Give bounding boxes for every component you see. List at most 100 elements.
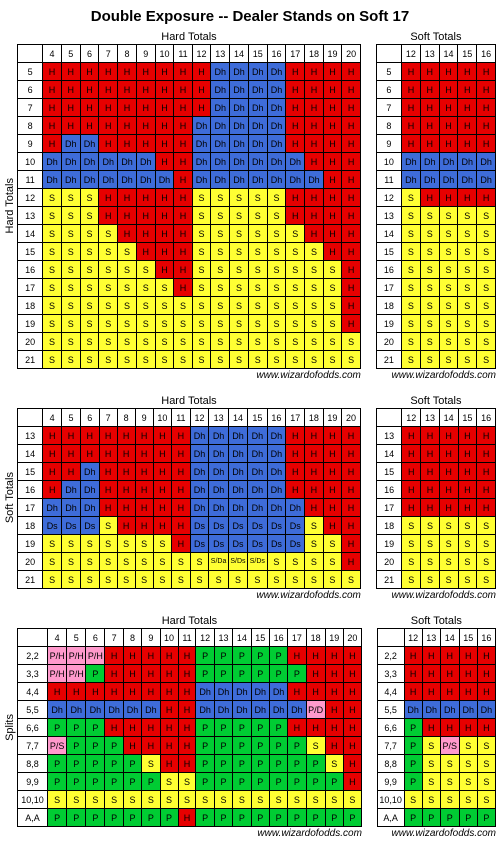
sec1-hard-col-hdr: 17 (286, 409, 305, 427)
sec1-soft-cell: S (421, 535, 440, 553)
sec0-hard-cell: H (99, 81, 118, 99)
sec2-soft-cell: P (404, 719, 422, 737)
sec2-hard-cell: P (105, 773, 123, 791)
sec2-soft-cell: P (422, 809, 440, 827)
sec0-soft-col-hdr: 16 (477, 45, 496, 63)
sec2-soft-row: 10,10SSSSS (377, 791, 495, 809)
sec1-hard-cell: H (153, 445, 172, 463)
sec2-hard-cell: S (142, 755, 160, 773)
sec2-soft-cell: S (440, 791, 459, 809)
sec2-hard-cell: P (67, 809, 86, 827)
sec2-hard-cell: P (214, 647, 232, 665)
sec0-hard-row: 17SSSSSSSHSSSSSSSSH (18, 279, 361, 297)
sec0-soft-cell: S (477, 333, 496, 351)
sec2-soft-cell: P (477, 809, 495, 827)
sec0-soft-cell: H (477, 135, 496, 153)
sec0-hard-cell: H (174, 261, 192, 279)
sec0-soft-cell: Dh (439, 153, 458, 171)
sec1-hard-cell: Ds (190, 535, 209, 553)
sec1-soft-row-hdr: 16 (376, 481, 402, 499)
sec0-hard-cell: S (99, 315, 118, 333)
sec1-hard-cell: H (323, 499, 342, 517)
sec0-hard-cell: H (118, 189, 137, 207)
soft-panel-1: Soft Totals121314151613HHHHH14HHHHH15HHH… (376, 395, 496, 601)
sec2-hard-cell: P (251, 665, 269, 683)
sec0-hard-cell: S (43, 243, 62, 261)
sec0-hard-cell: S (80, 297, 99, 315)
sec0-hard-cell: S (136, 315, 155, 333)
sec0-hard-cell: H (342, 63, 361, 81)
sec0-soft-cell: H (477, 117, 496, 135)
sec1-hard-cell: Dh (267, 463, 286, 481)
sec0-hard-cell: H (174, 243, 192, 261)
sec2-hard-cell: Dh (142, 701, 160, 719)
sec0-soft-cell: S (439, 297, 458, 315)
sec1-soft-row-hdr: 20 (376, 553, 402, 571)
sec1-hard-cell: H (153, 517, 172, 535)
sec1-hard-cell: S (153, 553, 172, 571)
sec1-hard-cell: H (135, 445, 153, 463)
sec2-soft-cell: H (422, 683, 440, 701)
sec2-hard-cell: Dh (233, 683, 251, 701)
sec1-soft-col-hdr: 13 (421, 409, 440, 427)
sec2-hard-cell: P (288, 773, 306, 791)
sec2-hard-col-hdr: 18 (306, 629, 325, 647)
hard-title-0: Hard Totals (17, 31, 361, 43)
sec0-hard-cell: H (136, 117, 155, 135)
sec0-hard-cell: S (80, 261, 99, 279)
sec2-hard-cell: P (86, 809, 105, 827)
sec0-hard-cell: H (99, 135, 118, 153)
sec0-hard-col-hdr: 5 (61, 45, 80, 63)
sec2-soft-cell: S (440, 773, 459, 791)
sec0-hard-cell: Dh (99, 153, 118, 171)
sec2-hard-cell: S (343, 791, 361, 809)
sec0-soft-cell: S (402, 225, 421, 243)
sec1-soft-cell: S (421, 553, 440, 571)
sec0-hard-cell: S (118, 351, 137, 369)
sec0-hard-col-hdr: 11 (174, 45, 192, 63)
sec0-hard-cell: H (174, 117, 192, 135)
sec0-soft-cell: S (477, 207, 496, 225)
sec0-hard-cell: S (155, 333, 174, 351)
sec0-hard-cell: H (61, 63, 80, 81)
sec0-hard-row: 11DhDhDhDhDhDhDhHDhDhDhDhDhDhDhHH (18, 171, 361, 189)
sec0-hard-cell: S (80, 207, 99, 225)
sec2-hard-cell: P (105, 809, 123, 827)
sec2-soft-cell: H (440, 719, 459, 737)
sec2-hard-cell: H (105, 665, 123, 683)
sec0-hard-cell: Dh (305, 171, 324, 189)
sec0-hard-cell: Dh (248, 81, 267, 99)
sec0-hard-cell: S (99, 261, 118, 279)
sec2-hard-cell: S (269, 791, 287, 809)
sec2-soft-col-hdr: 16 (477, 629, 495, 647)
sec1-hard-cell: H (342, 535, 361, 553)
sec2-soft-cell: S (440, 755, 459, 773)
sec2-hard-cell: Dh (123, 701, 141, 719)
sec0-hard-cell: H (174, 81, 192, 99)
sec2-hard-cell: H (105, 719, 123, 737)
sec0-soft-row-hdr: 5 (376, 63, 401, 81)
sec1-hard-col-hdr: 9 (135, 409, 153, 427)
sec1-hard-cell: H (342, 427, 361, 445)
sec0-hard-cell: S (43, 189, 62, 207)
credit-soft-1: www.wizardofodds.com (376, 590, 496, 601)
sec1-hard-cell: S (80, 553, 99, 571)
sec0-soft-cell: H (439, 63, 458, 81)
sec2-hard-row: 8,8PPPPPSHHPPPPPPPSH (17, 755, 361, 773)
sec0-hard-cell: S (118, 243, 137, 261)
sec0-soft-row-hdr: 6 (376, 81, 401, 99)
sec0-soft-row-hdr: 17 (376, 279, 401, 297)
sec2-soft-cell: Dh (477, 701, 495, 719)
sec0-hard-cell: Dh (61, 171, 80, 189)
sec0-soft-cell: H (477, 99, 496, 117)
sec1-hard-cell: H (323, 481, 342, 499)
sec0-hard-cell: Dh (99, 171, 118, 189)
sec0-soft-cell: Dh (402, 153, 421, 171)
sec2-hard-row: 10,10SSSSSSSSSSSSSSSSS (17, 791, 361, 809)
sec0-hard-cell: H (43, 99, 62, 117)
sec1-hard-cell: Ds (286, 517, 305, 535)
sec0-hard-cell: S (211, 297, 230, 315)
sec2-hard-cell: P (269, 809, 287, 827)
sec1-hard-cell: Ds (267, 535, 286, 553)
sec1-hard-cell: S (190, 571, 209, 589)
